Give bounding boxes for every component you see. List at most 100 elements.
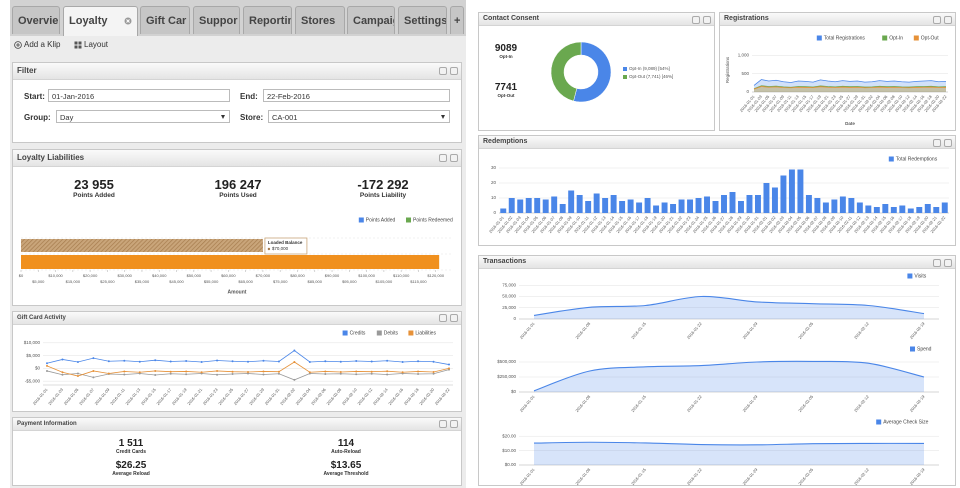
redemptions-panel: Redemptions 0 10 20 30 2016-01-01 2016-01-02 2… xyxy=(478,135,956,246)
point xyxy=(216,373,219,376)
panel-title: Transactions xyxy=(483,258,527,265)
group-select[interactable]: Day xyxy=(56,110,230,123)
stat-value: 1 511 xyxy=(118,438,144,449)
tab[interactable]: Overvie xyxy=(12,6,60,34)
legend-label: Average Check Size xyxy=(883,419,928,425)
x-tick-label: $65,000 xyxy=(238,279,253,284)
tab[interactable]: Gift Car xyxy=(140,6,190,34)
bar xyxy=(661,202,668,213)
area-fill xyxy=(534,442,924,465)
point xyxy=(169,372,172,375)
store-select[interactable]: CA-001 xyxy=(268,110,450,123)
point xyxy=(324,360,327,363)
panel-title: Redemptions xyxy=(483,138,528,145)
panel-title: Loyalty Liabilities xyxy=(17,153,85,162)
y-tick-label: $5,000 xyxy=(26,353,40,358)
point xyxy=(123,370,126,373)
tab[interactable]: Stores xyxy=(295,6,345,34)
x-tick-label: 2016-02-05 xyxy=(797,467,814,486)
x-tick-label: $90,000 xyxy=(325,273,340,278)
point xyxy=(277,372,280,375)
x-tick-label: $30,000 xyxy=(117,273,132,278)
x-tick-label: 2016-01-22 xyxy=(686,321,703,340)
close-icon[interactable] xyxy=(124,17,132,25)
y-axis-title: Registrations xyxy=(725,56,730,83)
tab-active[interactable]: Loyalty xyxy=(63,6,138,36)
bar xyxy=(670,204,677,213)
point xyxy=(231,373,234,376)
stat: 114 Auto-Reload xyxy=(331,438,361,455)
point xyxy=(293,378,296,381)
bar xyxy=(814,198,821,213)
legend-swatch xyxy=(882,35,888,41)
x-tick-label: 2016-01-01 xyxy=(519,394,536,413)
y-tick-label: $20.00 xyxy=(502,433,516,438)
point xyxy=(401,361,404,363)
legend-swatch xyxy=(376,330,382,336)
x-tick-label: 2016-02-19 xyxy=(909,467,926,486)
x-tick-label: 2016-02-12 xyxy=(853,394,870,413)
stat-value: 9089 xyxy=(494,43,518,54)
x-tick-label: $15,000 xyxy=(66,279,81,284)
legend-swatch xyxy=(910,346,915,352)
panel-header: Gift Card Activity xyxy=(13,312,461,325)
x-tick-label: $35,000 xyxy=(135,279,150,284)
point xyxy=(123,373,126,376)
bar xyxy=(839,196,846,213)
stat-value: $13.65 xyxy=(330,460,362,471)
x-tick-label: 2016-01-08 xyxy=(574,467,591,486)
x-tick-label: 2016-01-15 xyxy=(630,394,647,413)
stat: 23 955 Points Added xyxy=(73,177,115,199)
add-tab[interactable]: + xyxy=(450,6,464,34)
tab-label: Loyalty xyxy=(69,15,108,27)
legend-swatch xyxy=(907,273,913,279)
point xyxy=(46,369,48,372)
y-tick-label: $0 xyxy=(511,389,517,394)
point xyxy=(185,359,188,362)
liabilities-panel: Loyalty Liabilities 23 955 Points Added 1… xyxy=(12,149,462,306)
y-tick-label: $250,000 xyxy=(497,374,516,379)
stat-value: $26.25 xyxy=(115,460,147,471)
tab[interactable]: Suppor xyxy=(193,6,240,34)
point xyxy=(46,364,48,367)
point xyxy=(262,359,265,362)
x-tick-label: $40,000 xyxy=(152,273,167,278)
bar xyxy=(721,195,727,213)
payment-panel: Payment Information 1 511 Credit Cards 11… xyxy=(12,417,462,486)
panel-header: Registrations xyxy=(720,13,955,26)
layout-button[interactable]: Layout xyxy=(74,40,108,49)
x-tick-label: $95,000 xyxy=(342,279,357,284)
stat: $13.65 Average Threshold xyxy=(323,460,368,477)
legend-label: Debits xyxy=(384,330,399,336)
legend-label: Opt-In xyxy=(889,35,903,41)
x-tick-label: 2016-02-22 xyxy=(434,387,451,406)
x-tick-label: $75,000 xyxy=(273,279,288,284)
tab[interactable]: Settings xyxy=(398,6,447,34)
start-input[interactable]: 01-Jan-2016 xyxy=(48,89,230,102)
y-tick-label: -$5,000 xyxy=(25,378,41,383)
tab[interactable]: Campaig xyxy=(347,6,395,34)
registrations-panel: Registrations 0 500 1,000 2016-01-01 2016-01… xyxy=(719,12,956,131)
point xyxy=(262,370,265,373)
point xyxy=(169,370,172,373)
end-input[interactable]: 22-Feb-2016 xyxy=(263,89,450,102)
legend-swatch xyxy=(913,35,919,41)
point xyxy=(386,359,389,362)
stat-label: Opt-In xyxy=(499,54,513,59)
tooltip-dot xyxy=(267,247,271,251)
legend-label: Opt-In (9,089) [54%] xyxy=(629,66,670,71)
panel-title: Payment Information xyxy=(17,421,77,427)
x-tick-label: $45,000 xyxy=(169,279,184,284)
y-tick-label: $0.00 xyxy=(505,462,517,467)
point xyxy=(355,370,358,373)
tab[interactable]: Reportin xyxy=(243,6,292,34)
area-fill xyxy=(534,361,924,392)
point xyxy=(401,371,404,374)
gift-card-panel: Gift Card Activity $10,000 $5,000 $0 -$5,00… xyxy=(12,311,462,412)
end-label: End: xyxy=(240,92,258,101)
add-klip-button[interactable]: Add a Klip xyxy=(14,40,60,49)
point xyxy=(308,361,311,363)
point xyxy=(200,371,203,374)
x-tick-label: 2016-01-29 xyxy=(741,321,758,340)
point xyxy=(92,369,95,372)
